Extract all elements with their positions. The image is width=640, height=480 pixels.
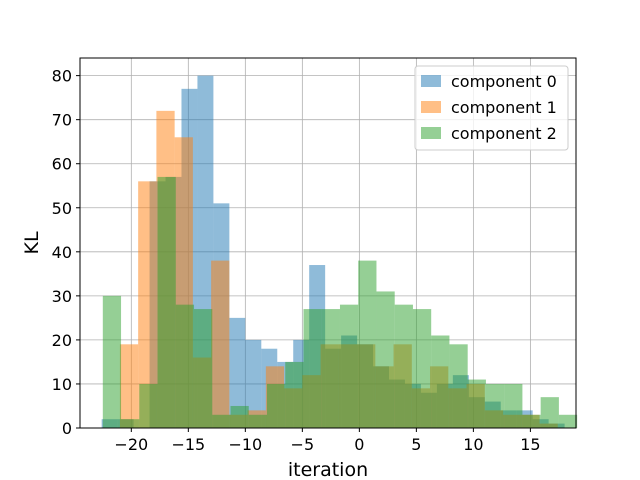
histogram-bar xyxy=(102,295,122,428)
histogram-bar xyxy=(449,344,468,428)
histogram-bar xyxy=(229,317,246,428)
x-tick-label: −20 xyxy=(114,435,148,454)
legend: component 0 component 1 component 2 xyxy=(414,65,569,151)
legend-box xyxy=(414,65,569,151)
histogram-bar xyxy=(138,181,157,428)
histogram-bar xyxy=(522,414,541,428)
histogram-bar xyxy=(339,304,359,428)
y-tick-label: 80 xyxy=(52,67,72,86)
histogram-bar xyxy=(485,383,505,428)
y-tick-label: 50 xyxy=(52,199,72,218)
histogram-bar xyxy=(212,414,231,428)
x-tick-label: −15 xyxy=(171,435,205,454)
y-tick-label: 10 xyxy=(52,375,72,394)
y-axis-label: KL xyxy=(21,231,43,254)
histogram-bar xyxy=(504,383,523,428)
histogram-bar xyxy=(119,344,139,428)
histogram-bar xyxy=(211,260,230,428)
legend-swatch xyxy=(421,75,441,87)
y-tick-label: 70 xyxy=(52,111,72,130)
histogram-bar xyxy=(394,304,413,428)
histogram-bar xyxy=(321,309,340,428)
x-tick-label: −5 xyxy=(291,435,315,454)
histogram-bar xyxy=(175,304,195,428)
histogram-bars xyxy=(101,75,578,429)
histogram-bar xyxy=(558,414,578,428)
histogram-bar xyxy=(540,397,559,428)
x-axis-label: iteration xyxy=(288,459,368,480)
x-tick-label: −10 xyxy=(228,435,262,454)
histogram-bar xyxy=(431,335,450,428)
histogram-bar xyxy=(139,383,158,428)
x-tick-label: 15 xyxy=(520,435,540,454)
legend-swatch xyxy=(421,101,441,113)
legend-swatch xyxy=(421,127,441,139)
histogram-bar xyxy=(303,309,322,428)
histogram-bar xyxy=(467,379,486,428)
histogram-bar xyxy=(157,176,176,428)
plot-area-frame xyxy=(79,57,577,429)
y-tick-label: 20 xyxy=(52,331,72,350)
x-tick-label: 0 xyxy=(354,435,364,454)
histogram-bar xyxy=(194,309,213,428)
y-tick-label: 0 xyxy=(62,419,72,438)
y-tick-label: 60 xyxy=(52,155,72,174)
histogram-bar xyxy=(266,383,286,428)
legend-label: component 1 xyxy=(451,98,557,117)
histogram-bar xyxy=(245,339,262,428)
series-2-bars xyxy=(102,176,578,428)
histogram-bar xyxy=(412,309,432,428)
y-tick-label: 30 xyxy=(52,287,72,306)
legend-label: component 2 xyxy=(451,124,557,143)
histogram-bar xyxy=(248,414,267,428)
legend-label: component 0 xyxy=(451,72,557,91)
histogram-bar xyxy=(376,291,395,428)
x-tick-label: 5 xyxy=(411,435,421,454)
histogram-bar xyxy=(285,361,304,428)
x-tick-label: 10 xyxy=(463,435,483,454)
histogram-bar xyxy=(230,405,249,428)
histogram-bar xyxy=(121,419,140,428)
y-tick-label: 40 xyxy=(52,243,72,262)
histogram-bar xyxy=(358,260,377,428)
axis-ticks: −20 −15 −10 −5 0 5 10 15 0 10 20 30 40 50 60 70 80 xyxy=(52,67,541,454)
